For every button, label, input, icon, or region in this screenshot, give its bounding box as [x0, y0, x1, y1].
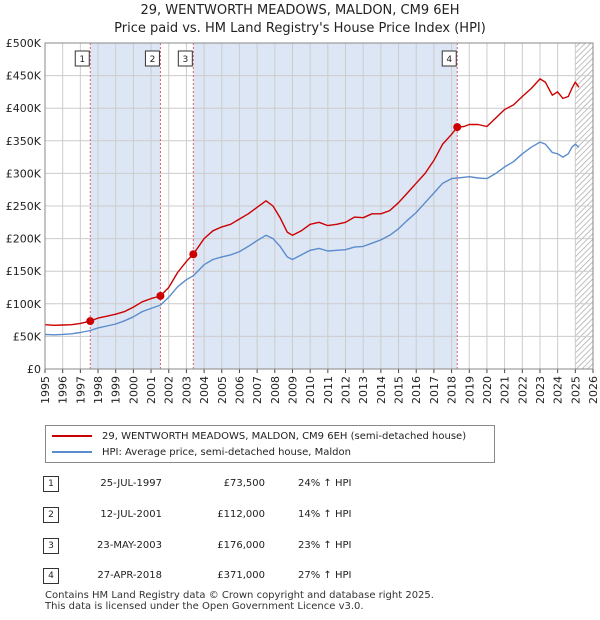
- sale-price: £73,500: [223, 478, 265, 489]
- sale-hpi-change: 24% ↑ HPI: [298, 478, 352, 489]
- x-tick-label: 2025: [569, 376, 582, 404]
- x-tick-label: 2005: [216, 376, 229, 404]
- price-chart: 1 2 3 4 £0 £50K £100K £150K £200K £250K £300K £350…: [6, 37, 600, 404]
- x-tick-label: 2000: [127, 376, 140, 404]
- y-tick-label: £0: [27, 363, 41, 376]
- x-tick-label: 1998: [92, 376, 105, 404]
- sale-row: 2 12-JUL-2001 £112,000 14% ↑ HPI: [0, 507, 600, 527]
- y-tick-label: £100K: [6, 298, 42, 311]
- x-tick-label: 2003: [180, 376, 193, 404]
- y-tick-label: £350K: [6, 135, 42, 148]
- y-tick-label: £500K: [6, 37, 42, 50]
- sale-date: 27-APR-2018: [97, 570, 162, 581]
- x-tick-label: 2004: [198, 376, 211, 404]
- x-tick-label: 2007: [251, 376, 264, 404]
- sale-row: 4 27-APR-2018 £371,000 27% ↑ HPI: [0, 568, 600, 588]
- sale-marker-label: 4: [446, 55, 452, 65]
- chart-subtitle: Price paid vs. HM Land Registry's House …: [114, 21, 486, 36]
- sale-price: £112,000: [217, 509, 265, 520]
- x-tick-label: 2013: [357, 376, 370, 404]
- x-tick-label: 2019: [463, 376, 476, 404]
- x-tick-label: 2010: [304, 376, 317, 404]
- y-tick-label: £300K: [6, 167, 42, 180]
- chart-title: 29, WENTWORTH MEADOWS, MALDON, CM9 6EH: [140, 3, 460, 18]
- x-tick-label: 2002: [163, 376, 176, 404]
- legend-label-hpi: HPI: Average price, semi-detached house,…: [102, 446, 351, 458]
- x-tick-label: 1995: [39, 376, 52, 404]
- sale-point: [156, 291, 165, 300]
- y-tick-label: £250K: [6, 200, 42, 213]
- x-tick-label: 2018: [446, 376, 459, 404]
- x-tick-label: 1996: [57, 376, 70, 404]
- x-tick-label: 2022: [516, 376, 529, 404]
- sale-point: [189, 250, 198, 259]
- legend-item-property: 29, WENTWORTH MEADOWS, MALDON, CM9 6EH (…: [52, 429, 466, 443]
- sale-date: 12-JUL-2001: [100, 509, 162, 520]
- sale-row: 3 23-MAY-2003 £176,000 23% ↑ HPI: [0, 538, 600, 558]
- sale-marker-box: [144, 50, 160, 67]
- sale-hpi-change: 23% ↑ HPI: [298, 540, 352, 551]
- sale-point: [453, 123, 462, 132]
- y-tick-label: £450K: [6, 70, 42, 83]
- sale-point: [86, 317, 95, 326]
- sale-date: 23-MAY-2003: [96, 540, 162, 551]
- y-tick-label: £150K: [6, 265, 42, 278]
- x-tick-label: 1997: [74, 376, 87, 404]
- sale-price: £371,000: [217, 570, 265, 581]
- legend-swatch-property: [52, 435, 92, 437]
- x-tick-label: 2015: [393, 376, 406, 404]
- x-tick-label: 2012: [340, 376, 353, 404]
- x-tick-label: 2006: [233, 376, 246, 404]
- sale-number-badge: 2: [43, 507, 59, 523]
- sale-marker-label: 2: [150, 55, 156, 65]
- legend-item-hpi: HPI: Average price, semi-detached house,…: [52, 445, 351, 459]
- hpi-line: [44, 141, 580, 336]
- sale-marker-box: [441, 50, 457, 67]
- sale-row: 1 25-JUL-1997 £73,500 24% ↑ HPI: [0, 476, 600, 496]
- x-tick-label: 2001: [145, 376, 158, 404]
- y-tick-label: £400K: [6, 102, 42, 115]
- y-tick-label: £50K: [13, 330, 42, 343]
- chart-legend: 29, WENTWORTH MEADOWS, MALDON, CM9 6EH (…: [45, 425, 495, 463]
- x-tick-label: 2014: [375, 376, 388, 404]
- sale-marker-box: [74, 50, 90, 67]
- x-tick-label: 2026: [587, 376, 600, 404]
- plot-frame: [44, 42, 594, 370]
- x-tick-label: 2021: [499, 376, 512, 404]
- x-tick-label: 2020: [481, 376, 494, 404]
- y-tick-label: £200K: [6, 233, 42, 246]
- sale-marker-label: 3: [182, 55, 188, 65]
- sale-number-badge: 1: [43, 476, 59, 492]
- x-tick-label: 2023: [534, 376, 547, 404]
- sale-date: 25-JUL-1997: [100, 478, 162, 489]
- x-tick-label: 2016: [410, 376, 423, 404]
- sale-price: £176,000: [217, 540, 265, 551]
- x-tick-label: 2009: [286, 376, 299, 404]
- footer-copyright: Contains HM Land Registry data © Crown c…: [45, 590, 434, 601]
- sale-number-badge: 3: [43, 538, 59, 554]
- x-tick-label: 1999: [110, 376, 123, 404]
- sale-hpi-change: 27% ↑ HPI: [298, 570, 352, 581]
- sale-number-badge: 4: [43, 568, 59, 584]
- sale-marker-label: 1: [79, 55, 85, 65]
- x-tick-label: 2017: [428, 376, 441, 404]
- footer-licence: This data is licensed under the Open Gov…: [45, 601, 364, 612]
- sale-marker-box: [177, 50, 193, 67]
- sale-hpi-change: 14% ↑ HPI: [298, 509, 352, 520]
- legend-swatch-hpi: [52, 451, 92, 453]
- x-tick-label: 2024: [552, 376, 565, 404]
- x-tick-label: 2008: [269, 376, 282, 404]
- x-tick-label: 2011: [322, 376, 335, 404]
- legend-label-property: 29, WENTWORTH MEADOWS, MALDON, CM9 6EH (…: [102, 430, 467, 442]
- property-price-line: [44, 78, 580, 326]
